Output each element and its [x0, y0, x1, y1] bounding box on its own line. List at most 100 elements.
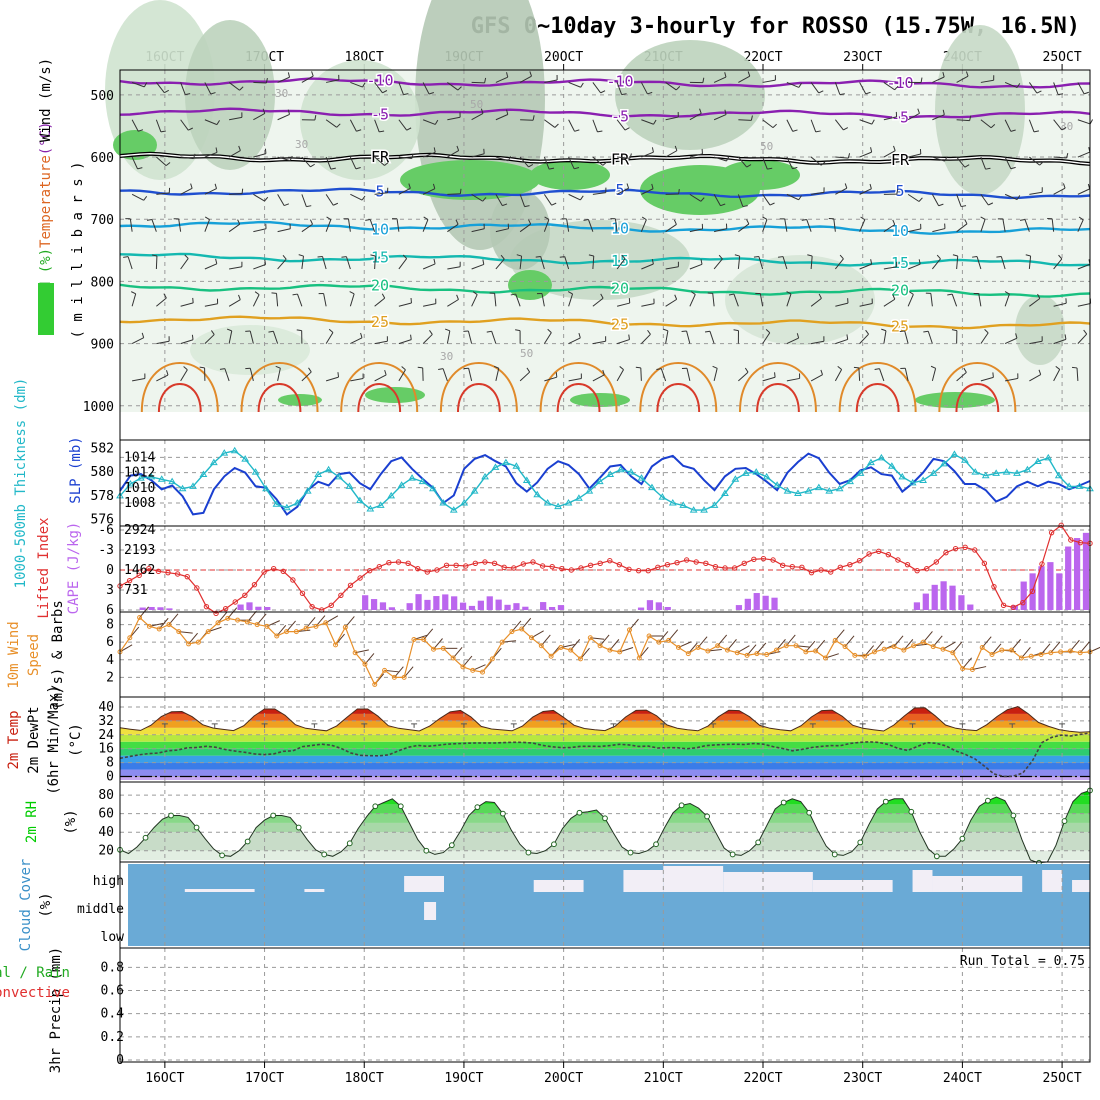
wind10m-marker	[352, 650, 358, 656]
thickness-marker	[460, 499, 469, 506]
wind-barb-flag	[165, 162, 171, 167]
cape-tick-label: 2924	[124, 523, 155, 538]
thickness-marker	[814, 483, 823, 491]
wind-barb	[349, 119, 357, 132]
pressure-tick-label: 500	[91, 89, 114, 104]
wind-barb-flag	[600, 90, 606, 94]
wind-barb	[932, 156, 945, 162]
wind-barb-flag	[551, 202, 557, 206]
wind-barb-flag	[482, 197, 487, 202]
cape-bar	[949, 585, 956, 610]
wind-barb-flag	[336, 123, 341, 128]
wind-barb	[301, 194, 307, 207]
wind10m-marker	[754, 651, 760, 657]
wind-barb-flag	[920, 77, 923, 83]
wind-barb	[927, 331, 933, 344]
thickness-marker	[230, 446, 239, 454]
li-cape-panel	[117, 522, 1093, 617]
wind-barb	[640, 219, 647, 232]
wind-barb-flag	[778, 256, 784, 258]
wind10m-marker	[617, 649, 623, 655]
wind-barb-flag	[510, 293, 516, 296]
temp-ylabel-part: 2m Temp	[6, 710, 22, 769]
rh2m-unit: (%)	[63, 809, 79, 834]
wind-barb-flag	[356, 129, 362, 132]
rh-marker	[755, 839, 762, 846]
minmax-marker	[161, 723, 168, 728]
wind-barb	[1077, 333, 1088, 344]
wind-barb	[956, 75, 969, 83]
wind-barb	[786, 119, 794, 132]
wind-barb	[374, 192, 388, 195]
wind-barb-flag	[183, 366, 188, 371]
isotherm-label: 5	[615, 181, 624, 199]
thickness-marker	[220, 449, 229, 456]
wind-barb-flag	[1038, 369, 1042, 375]
li-marker	[424, 569, 431, 575]
wind-barb	[229, 193, 243, 195]
wind-barb-flag	[733, 329, 739, 332]
rh-band	[120, 822, 1090, 833]
wind-barb	[396, 218, 400, 232]
wind-barb	[515, 293, 521, 307]
wind-barb	[180, 339, 194, 345]
wind10m-marker	[372, 681, 378, 687]
li-marker	[549, 563, 555, 570]
wind-barb	[811, 191, 825, 195]
cape-bar	[157, 607, 164, 610]
temp-ylabel: 2m Temp	[6, 710, 22, 769]
wind-barb-flag	[433, 147, 436, 153]
wind-barb	[301, 156, 311, 168]
wind-barb	[495, 114, 508, 121]
wind-barb	[614, 218, 618, 232]
wind-barb	[131, 119, 139, 132]
wind-barb	[543, 194, 553, 206]
thickness-marker	[668, 499, 677, 506]
wind-barb-flag	[185, 93, 191, 96]
bottom-date-label: 25OCT	[1043, 1071, 1082, 1086]
wind-barb-flag	[579, 195, 584, 201]
thickness-marker	[731, 475, 740, 482]
wind-barb	[956, 156, 966, 168]
wind-barb	[932, 76, 945, 83]
wind-barb	[782, 256, 788, 270]
li-marker	[664, 561, 671, 568]
cape-bar	[1047, 562, 1054, 610]
wind-barb	[904, 368, 909, 382]
hot-contour	[456, 383, 501, 413]
wind10m-marker	[166, 622, 172, 628]
li-marker	[962, 544, 968, 551]
bottom-date-label: 16OCT	[145, 1071, 184, 1086]
wind-barb	[544, 119, 556, 128]
wind-barb-flag	[846, 334, 849, 340]
thickness-marker	[554, 502, 562, 510]
rh-tick-label: 20	[98, 844, 114, 859]
rh-base	[120, 850, 1090, 860]
wind-barb-flag	[284, 203, 290, 207]
wind10m-ylabel-part: 10m Wind	[6, 621, 22, 688]
wind-barb-flag	[193, 153, 196, 159]
wind-barb-flag	[651, 259, 654, 265]
wind-barb-flag	[1062, 183, 1066, 189]
wind-barb-flag	[1016, 195, 1021, 200]
wind10m-marker	[264, 623, 270, 629]
wind-barb-flag	[964, 219, 968, 225]
wind-barb	[228, 330, 233, 344]
wind-barb-flag	[918, 259, 921, 265]
wind-barb	[568, 377, 582, 382]
hot-contour	[157, 383, 202, 413]
thickness-line	[119, 450, 1091, 511]
wind-barb-flag	[881, 328, 887, 332]
cape-bar	[557, 605, 565, 610]
minmax-marker	[460, 723, 467, 728]
wind-barb-flag	[411, 153, 414, 159]
li-marker	[847, 561, 853, 568]
wind-barb-flag	[264, 196, 269, 202]
rh-high-shade	[570, 393, 630, 407]
cape-bar	[1011, 605, 1018, 610]
wind-barb-flag	[1016, 83, 1021, 88]
precip-panel	[120, 948, 1090, 1062]
isotherm-label: 25	[891, 318, 909, 336]
isotherm-label: -10	[886, 74, 913, 92]
cape-bar	[504, 604, 511, 610]
